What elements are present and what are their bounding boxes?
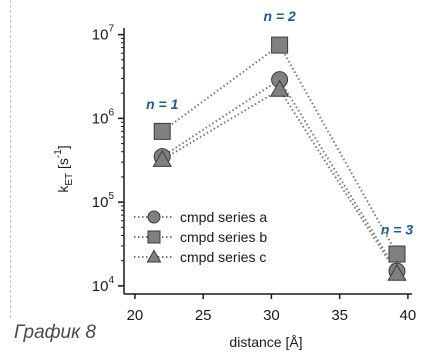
series-line-3 <box>161 88 398 275</box>
y-tick-label: 106 <box>92 107 115 127</box>
x-tick-label: 40 <box>400 307 417 324</box>
legend-label: cmpd series b <box>180 229 267 245</box>
y-tick-label: 105 <box>92 191 115 211</box>
x-tick-label: 20 <box>127 307 144 324</box>
data-point-triangle <box>269 79 290 97</box>
data-point-square <box>271 36 289 54</box>
legend-marker-square <box>147 230 161 244</box>
data-point-triangle <box>152 150 172 167</box>
data-point-square <box>388 245 406 263</box>
data-point-square <box>153 122 171 140</box>
n-annotation: n = 2 <box>263 8 296 24</box>
legend-label: cmpd series c <box>180 249 266 265</box>
figure-caption: График 8 <box>14 322 96 343</box>
x-tick-label: 25 <box>195 307 212 324</box>
series-line-2 <box>161 43 398 255</box>
data-point-triangle <box>387 263 407 281</box>
x-tick-label: 35 <box>331 307 348 324</box>
x-axis-label: distance [Å] <box>229 334 302 350</box>
y-axis-label: kET [s-1] <box>53 145 75 192</box>
x-tick-label: 30 <box>263 307 280 324</box>
legend-label: cmpd series a <box>180 209 267 225</box>
y-tick-label: 107 <box>92 24 115 44</box>
legend-marker-triangle <box>146 249 162 263</box>
n-annotation: n = 3 <box>381 222 414 238</box>
left-guide-line <box>10 0 11 318</box>
legend-marker-circle <box>147 210 161 224</box>
y-tick-label: 104 <box>92 275 115 295</box>
n-annotation: n = 1 <box>146 96 179 112</box>
